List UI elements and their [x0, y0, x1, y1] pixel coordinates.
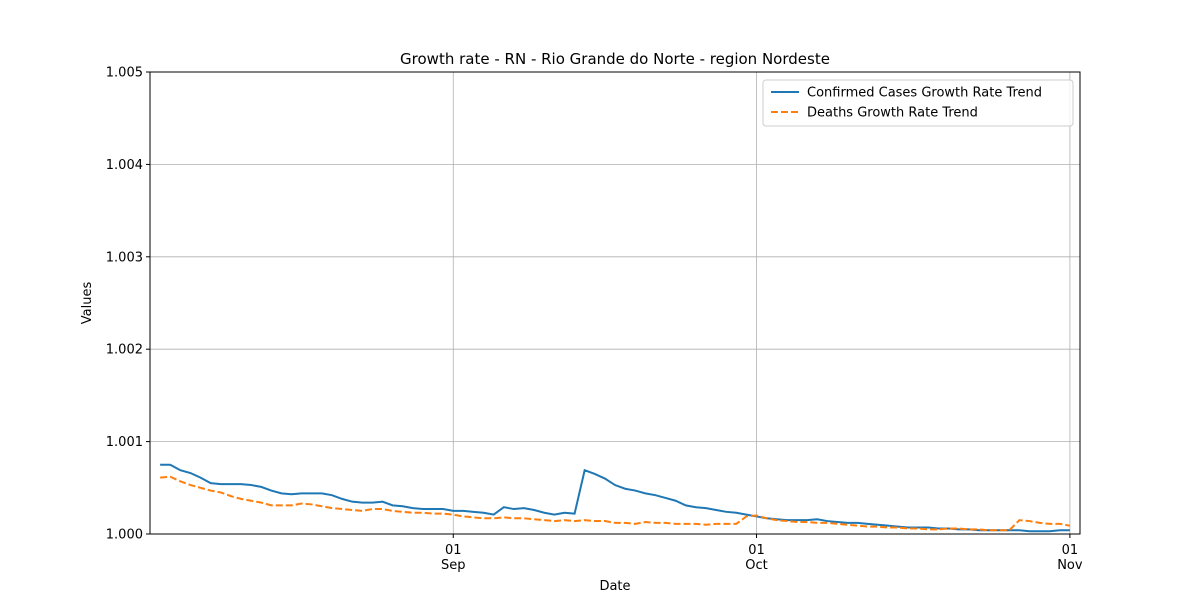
legend-label: Confirmed Cases Growth Rate Trend — [807, 86, 1042, 101]
legend-label: Deaths Growth Rate Trend — [807, 106, 978, 121]
y-tick-label: 1.002 — [106, 343, 143, 358]
x-tick-label: 01 — [748, 543, 765, 558]
y-axis-label: Values — [80, 282, 95, 325]
y-tick-label: 1.000 — [106, 528, 143, 543]
x-tick-label: Oct — [745, 558, 767, 573]
data-line — [160, 475, 1071, 532]
y-tick-label: 1.004 — [106, 158, 143, 173]
y-tick-label: 1.003 — [106, 250, 143, 265]
x-tick-label: 01 — [445, 543, 462, 558]
x-tick-label: Sep — [441, 558, 466, 573]
x-tick-label: Nov — [1057, 558, 1083, 573]
plot-frame — [149, 71, 1081, 535]
legend-box — [762, 79, 1074, 127]
y-tick-label: 1.005 — [106, 66, 143, 81]
legend: Confirmed Cases Growth Rate Trend Deaths … — [762, 79, 1074, 127]
data-line — [160, 463, 1070, 533]
chart-title: Growth rate - RN - Rio Grande do Norte -… — [400, 50, 830, 68]
x-axis-label: Date — [599, 579, 630, 594]
y-tick-label: 1.001 — [106, 435, 143, 450]
x-tick-label: 01 — [1062, 543, 1079, 558]
